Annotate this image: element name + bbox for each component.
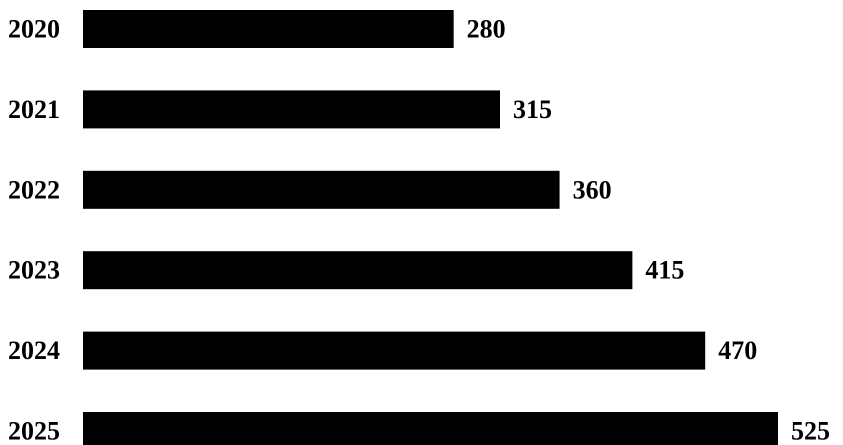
bar-2025: [83, 412, 778, 445]
category-label-2023: 2023: [8, 256, 60, 285]
category-label-2025: 2025: [8, 417, 60, 445]
bar-2023: [83, 251, 633, 290]
value-label-2023: 415: [645, 256, 684, 285]
value-label-2024: 470: [718, 336, 757, 365]
value-label-2025: 525: [791, 417, 830, 445]
category-label-2022: 2022: [8, 175, 60, 204]
labels-group: 2020 280 2021 315 2022 360 2023 415 2024 470 2025 5…: [8, 15, 830, 445]
bar-2021: [83, 90, 500, 129]
category-label-2024: 2024: [8, 336, 60, 365]
value-label-2020: 280: [467, 15, 506, 44]
bars-group: [83, 10, 778, 445]
bar-2020: [83, 10, 454, 48]
value-label-2021: 315: [513, 95, 552, 124]
category-label-2021: 2021: [8, 95, 60, 124]
bar-2022: [83, 170, 560, 209]
value-label-2022: 360: [573, 175, 612, 204]
bar-2024: [83, 331, 706, 370]
category-label-2020: 2020: [8, 15, 60, 44]
